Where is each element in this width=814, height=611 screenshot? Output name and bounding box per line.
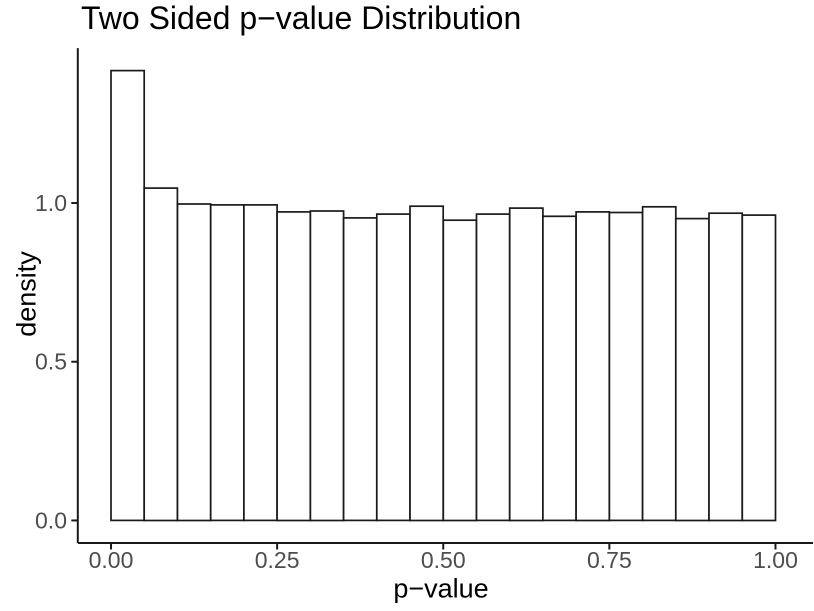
chart-title: Two Sided p−value Distribution [81,0,522,36]
x-tick-label: 0.50 [421,547,466,573]
histogram-bar [674,217,710,522]
x-tick-label: 0.75 [587,547,632,573]
histogram-bar [575,211,611,522]
y-tick-label: 0.0 [35,507,67,533]
histogram-bar [708,212,744,522]
histogram-bar [243,204,278,522]
x-tick-label: 0.00 [89,547,134,573]
histogram-bar [641,205,677,522]
histogram-bar [508,207,544,522]
histogram-bar [143,187,179,522]
y-axis-title: density [11,251,42,337]
y-tick-label: 0.5 [35,349,67,375]
x-axis-title: p−value [393,573,489,604]
histogram-bar [542,215,577,522]
histogram-bar [110,69,146,522]
histogram-bar [741,214,777,522]
histogram-bar [475,213,511,522]
histogram-bar [342,217,378,522]
histogram-bar [608,211,644,522]
histogram-bar [442,219,478,522]
histogram-bar [409,205,445,522]
x-tick-label: 0.25 [255,547,300,573]
y-tick-label: 1.0 [35,190,67,216]
histogram-bar [309,210,345,522]
histogram-bar [375,213,411,522]
histogram-bar [176,203,212,522]
histogram-bar [276,211,312,522]
x-tick-label: 1.00 [753,547,798,573]
histogram-bar [209,204,245,522]
